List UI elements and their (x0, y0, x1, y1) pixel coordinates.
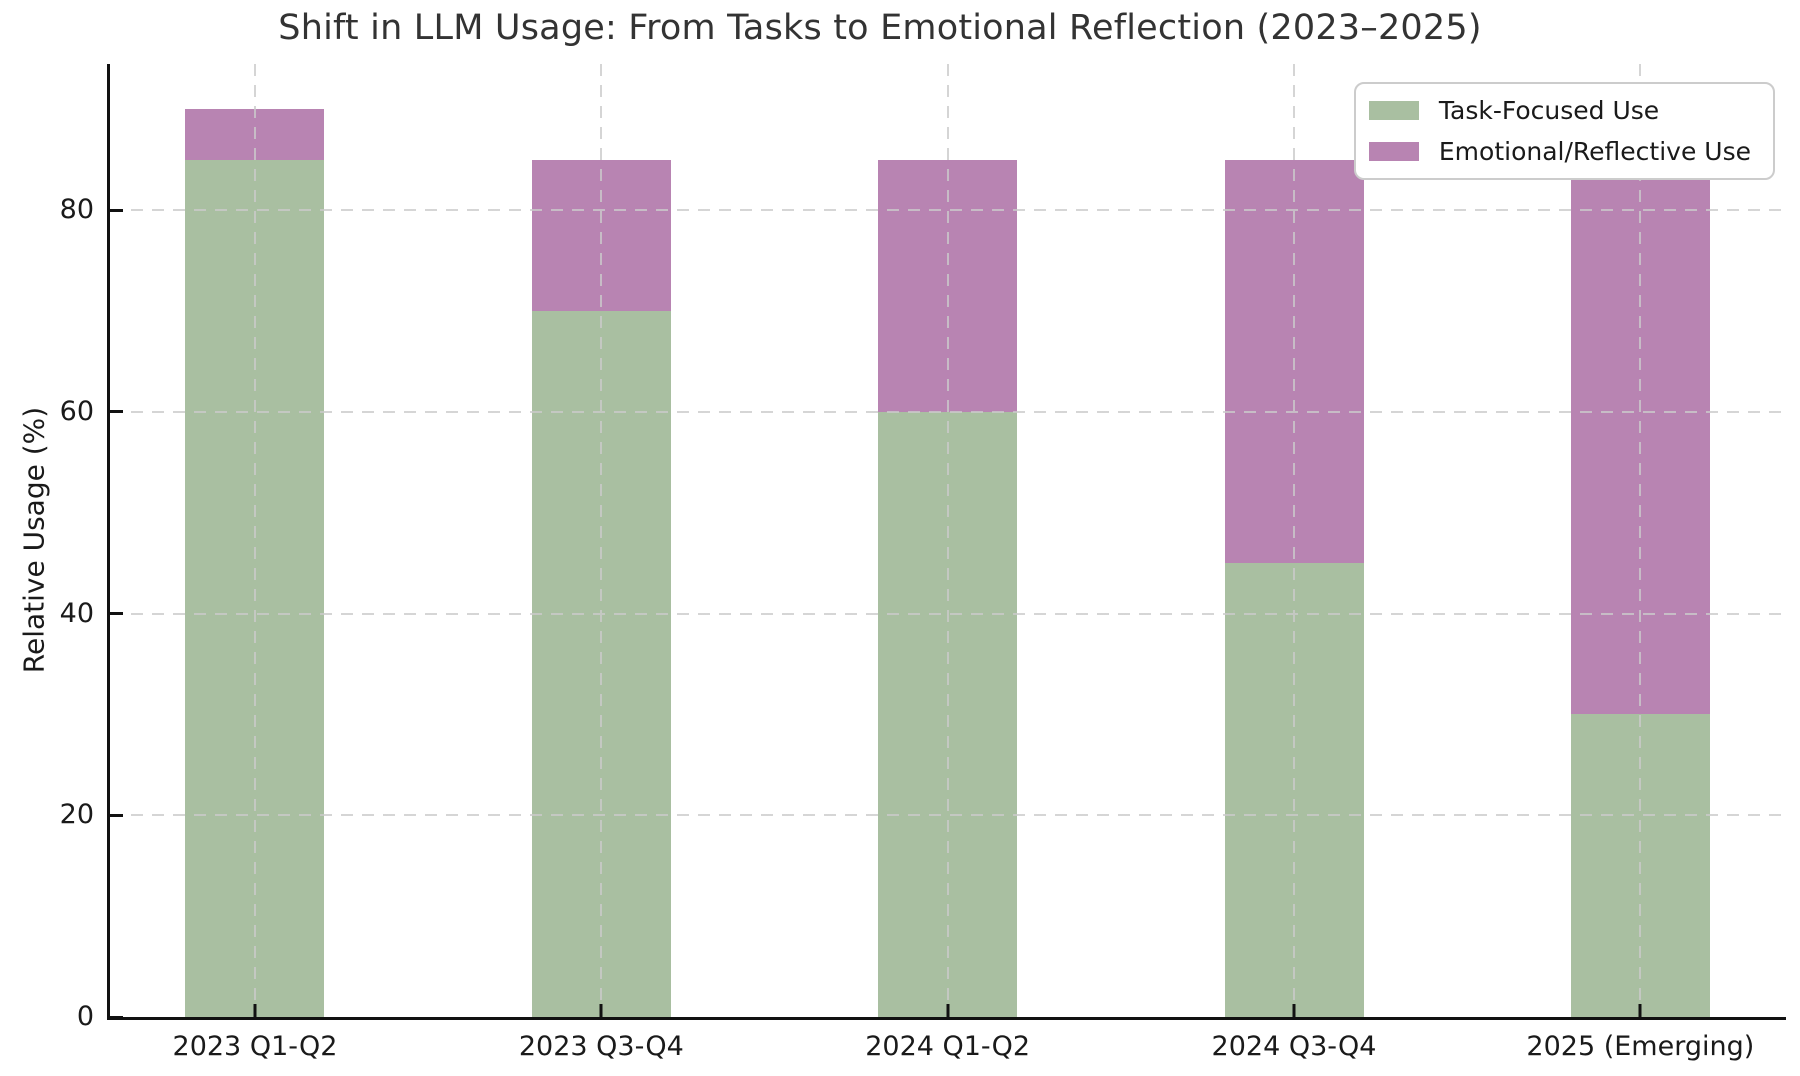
x-tick-label: 2023 Q1-Q2 (172, 1031, 338, 1062)
y-tick-label: 80 (59, 194, 94, 226)
bar-segment-task-focused (878, 411, 1018, 1017)
bar-segment-emotional-reflective (878, 159, 1018, 412)
y-tick-label: 40 (59, 597, 94, 629)
bars-layer (110, 64, 1786, 1017)
legend-label-emotional-reflective: Emotional/Reflective Use (1438, 137, 1751, 166)
legend-swatch-task-focused (1368, 101, 1419, 120)
bar-segment-task-focused (531, 311, 671, 1017)
y-axis-label: Relative Usage (%) (17, 406, 51, 674)
x-tick-label: 2023 Q3-Q4 (518, 1031, 684, 1062)
bar-segment-task-focused (1570, 714, 1710, 1017)
x-tick-label: 2024 Q3-Q4 (1211, 1031, 1377, 1062)
bar-segment-emotional-reflective (1570, 159, 1710, 715)
legend: Task-Focused Use Emotional/Reflective Us… (1353, 82, 1775, 180)
y-tick-label: 60 (59, 395, 94, 427)
legend-label-task-focused: Task-Focused Use (1438, 96, 1660, 125)
y-tick-label: 0 (76, 1001, 94, 1032)
bar-segment-task-focused (185, 159, 325, 1017)
bar-segment-emotional-reflective (531, 159, 671, 312)
bar-segment-task-focused (1224, 563, 1364, 1017)
legend-item-emotional: Emotional/Reflective Use (1368, 137, 1751, 166)
plot-area: 0 20 40 60 80 2023 Q1-Q2 2023 Q3-Q4 2024 Q1-Q2 2… (60, 64, 1786, 1062)
x-tick-label: 2025 (Emerging) (1526, 1031, 1755, 1062)
legend-item-task: Task-Focused Use (1368, 96, 1751, 125)
x-tick-label: 2024 Q1-Q2 (865, 1031, 1031, 1062)
y-tick-label: 20 (59, 799, 94, 831)
legend-swatch-emotional-reflective (1368, 142, 1419, 161)
chart-title: Shift in LLM Usage: From Tasks to Emotio… (278, 8, 1482, 48)
bar-segment-emotional-reflective (1224, 159, 1364, 564)
bar-segment-emotional-reflective (185, 109, 325, 160)
